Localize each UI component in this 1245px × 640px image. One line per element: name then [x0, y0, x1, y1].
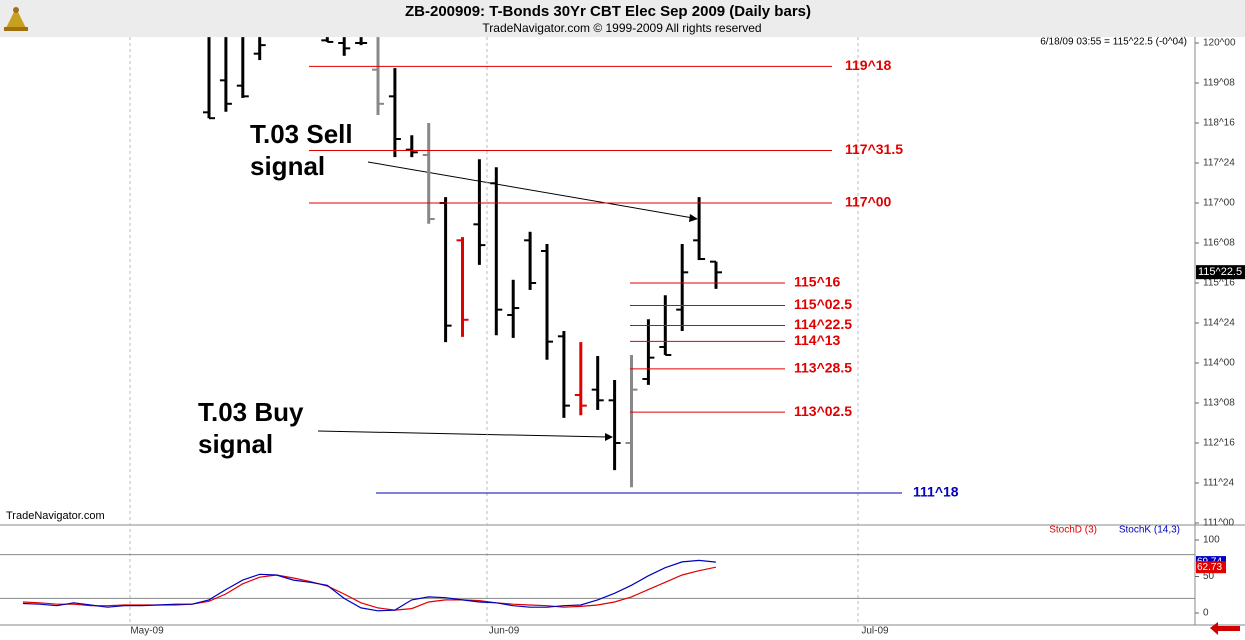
- last-value-box: [1196, 561, 1226, 574]
- annotation: T.03 Sell: [250, 119, 353, 149]
- level-label: 117^00: [845, 194, 892, 210]
- level-label: 114^13: [794, 332, 841, 348]
- ohlc-bar: [574, 342, 587, 416]
- ohlc-bar: [710, 260, 722, 289]
- ohlc-bar: [372, 37, 384, 115]
- annotation: signal: [250, 151, 325, 181]
- logo: [4, 7, 28, 31]
- y-tick-label: 114^24: [1203, 318, 1235, 329]
- ohlc-bar: [693, 197, 706, 261]
- legend-entry: StochK (14,3): [1119, 525, 1180, 536]
- y-tick-label: 119^08: [1203, 78, 1235, 89]
- last-price-label: 115^22.5: [1198, 266, 1242, 278]
- y-tick-label: 114^00: [1203, 358, 1235, 369]
- ohlc-bar: [642, 319, 655, 385]
- ohlc-bar: [625, 354, 638, 488]
- y-tick-label: 0: [1203, 608, 1209, 619]
- x-tick-label: Jul-09: [861, 626, 889, 637]
- header-bg: [0, 0, 1245, 37]
- annotation: signal: [198, 429, 273, 459]
- y-tick-label: 118^16: [1203, 118, 1235, 129]
- ohlc-bar: [253, 37, 266, 61]
- y-tick-label: 100: [1203, 535, 1220, 546]
- y-tick-label: 111^00: [1203, 518, 1234, 529]
- buy-arrow: [317, 430, 613, 441]
- level-label: 115^02.5: [794, 296, 852, 312]
- ohlc-bar: [203, 37, 215, 120]
- ohlc-bar: [456, 237, 469, 337]
- ohlc-bar: [422, 122, 435, 224]
- source: TradeNavigator.com: [6, 510, 105, 522]
- ohlc-bar: [355, 37, 368, 46]
- legend-entry: StochD (3): [1049, 525, 1097, 536]
- ohlc-bar: [321, 37, 334, 43]
- y-tick-label: 113^08: [1203, 398, 1235, 409]
- y-tick-label: 116^08: [1203, 238, 1235, 249]
- level-label: 114^22.5: [794, 316, 852, 332]
- ohlc-bar: [507, 279, 520, 338]
- chart-subtitle: TradeNavigator.com © 1999-2009 All right…: [482, 21, 761, 35]
- scroll-arrow[interactable]: [1210, 622, 1240, 635]
- ohlc-bar: [473, 159, 486, 265]
- stoch-line: [22, 559, 716, 612]
- annotation: T.03 Buy: [198, 397, 304, 427]
- level-label: 111^18: [913, 484, 959, 500]
- y-tick-label: 111^24: [1203, 478, 1234, 489]
- y-tick-label: 120^00: [1203, 38, 1236, 49]
- y-tick-label: 117^00: [1203, 198, 1235, 209]
- ohlc-bar: [388, 68, 401, 158]
- ohlc-bar: [219, 37, 232, 112]
- level-label: 113^02.5: [794, 403, 852, 419]
- price-plot: [203, 37, 722, 488]
- x-tick-label: Jun-09: [489, 626, 520, 637]
- ohlc-bar: [490, 167, 503, 336]
- stoch-line: [22, 566, 717, 611]
- quote: 6/18/09 03:55 = 115^22.5 (-0^04): [1040, 37, 1187, 48]
- level-label: 119^18: [845, 57, 892, 73]
- ohlc-bar: [591, 356, 604, 410]
- ohlc-bar: [608, 380, 621, 471]
- ohlc-bar: [439, 197, 452, 343]
- last-value-label: 62.73: [1197, 562, 1222, 573]
- x-tick-label: May-09: [130, 626, 164, 637]
- y-tick-label: 117^24: [1203, 158, 1235, 169]
- last-price-box: [1196, 265, 1245, 280]
- y-tick-label: 112^16: [1203, 438, 1235, 449]
- ohlc-bar: [557, 330, 570, 418]
- y-tick-label: 50: [1203, 571, 1215, 582]
- ohlc-bar: [405, 135, 418, 158]
- ohlc-bar: [676, 244, 689, 331]
- ohlc-bar: [524, 231, 537, 290]
- y-tick-label: 115^16: [1203, 278, 1235, 289]
- level-label: 115^16: [794, 274, 841, 290]
- ohlc-bar: [338, 37, 351, 56]
- sell-arrow: [367, 161, 698, 222]
- level-label: 113^28.5: [794, 360, 852, 376]
- ohlc-bar: [236, 37, 249, 98]
- chart-title: ZB-200909: T-Bonds 30Yr CBT Elec Sep 200…: [405, 3, 811, 20]
- level-label: 117^31.5: [845, 141, 903, 157]
- ohlc-bar: [541, 244, 553, 360]
